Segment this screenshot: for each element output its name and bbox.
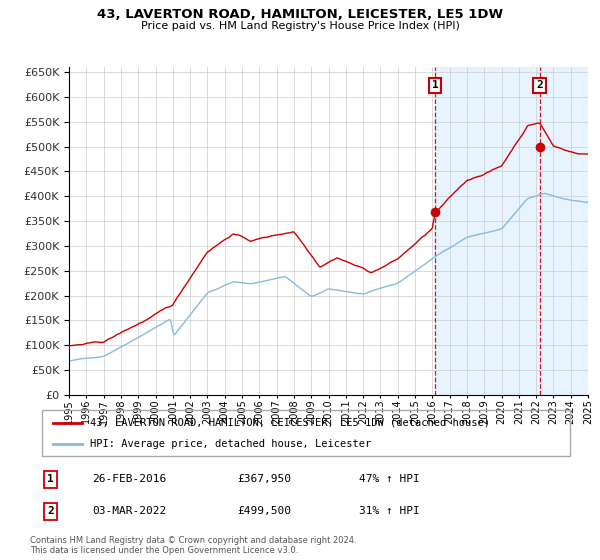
Text: 26-FEB-2016: 26-FEB-2016	[92, 474, 166, 484]
Text: 2: 2	[536, 80, 543, 90]
Text: HPI: Average price, detached house, Leicester: HPI: Average price, detached house, Leic…	[89, 439, 371, 449]
Text: 43, LAVERTON ROAD, HAMILTON, LEICESTER, LE5 1DW: 43, LAVERTON ROAD, HAMILTON, LEICESTER, …	[97, 8, 503, 21]
Bar	[435, 67, 588, 395]
Text: 2: 2	[47, 506, 54, 516]
Text: Price paid vs. HM Land Registry's House Price Index (HPI): Price paid vs. HM Land Registry's House …	[140, 21, 460, 31]
Text: 1: 1	[47, 474, 54, 484]
Text: £367,950: £367,950	[238, 474, 292, 484]
Text: 31% ↑ HPI: 31% ↑ HPI	[359, 506, 419, 516]
Text: This data is licensed under the Open Government Licence v3.0.: This data is licensed under the Open Gov…	[30, 546, 298, 555]
Text: 43, LAVERTON ROAD, HAMILTON, LEICESTER, LE5 1DW (detached house): 43, LAVERTON ROAD, HAMILTON, LEICESTER, …	[89, 418, 490, 428]
Text: £499,500: £499,500	[238, 506, 292, 516]
Text: 03-MAR-2022: 03-MAR-2022	[92, 506, 166, 516]
Text: Contains HM Land Registry data © Crown copyright and database right 2024.: Contains HM Land Registry data © Crown c…	[30, 536, 356, 545]
Text: 47% ↑ HPI: 47% ↑ HPI	[359, 474, 419, 484]
Text: 1: 1	[431, 80, 438, 90]
